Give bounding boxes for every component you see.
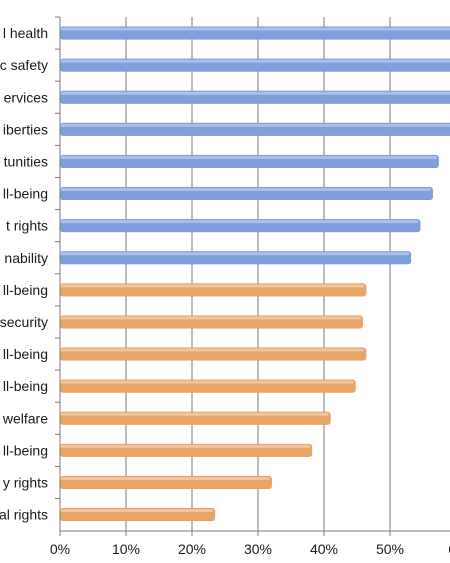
category-label-8: ll-being (3, 282, 48, 298)
bar-highlight-0 (60, 27, 450, 31)
category-label-12: welfare (2, 410, 48, 426)
category-label-13: ll-being (3, 442, 48, 458)
category-label-11: ll-being (3, 378, 48, 394)
category-label-7: nability (4, 250, 48, 266)
tick-label-4: 40% (310, 541, 338, 557)
bar-highlight-6 (60, 220, 419, 224)
tick-label-3: 30% (244, 541, 272, 557)
bar-highlight-9 (60, 316, 361, 320)
bar-highlight-13 (60, 444, 311, 448)
category-label-9: security (0, 314, 48, 330)
tick-label-2: 20% (178, 541, 206, 557)
tick-label-6: 60 (448, 541, 450, 557)
tick-label-5: 50% (376, 541, 404, 557)
bar-highlight-3 (60, 123, 450, 127)
bar-highlight-15 (60, 509, 214, 513)
category-label-10: ll-being (3, 346, 48, 362)
bar-highlight-12 (60, 412, 329, 416)
bar-highlight-8 (60, 284, 365, 288)
bar-highlight-4 (60, 155, 437, 159)
category-label-1: c safety (0, 57, 48, 73)
tick-labels: 0% 10% 20% 30% 40% 50% 60 (50, 541, 450, 557)
bar-highlight-5 (60, 188, 431, 192)
tick-label-0: 0% (50, 541, 70, 557)
bar-highlight-1 (60, 59, 450, 63)
bar-highlight-11 (60, 380, 354, 384)
category-label-5: ll-being (3, 186, 48, 202)
category-labels: l health c safety ervices iberties tunities l… (0, 25, 48, 523)
category-label-4: tunities (4, 153, 48, 169)
bars (59, 26, 450, 522)
axes (55, 16, 450, 536)
bar-highlight-2 (60, 91, 450, 95)
category-label-3: iberties (3, 121, 48, 137)
bar-highlight-7 (60, 252, 410, 256)
category-label-15: al rights (0, 507, 48, 523)
bar-highlight-14 (60, 476, 270, 480)
bar-highlight-10 (60, 348, 365, 352)
tick-label-1: 10% (112, 541, 140, 557)
category-label-6: t rights (6, 218, 48, 234)
category-label-2: ervices (4, 89, 48, 105)
category-label-14: y rights (3, 474, 48, 490)
category-label-0: l health (3, 25, 48, 41)
